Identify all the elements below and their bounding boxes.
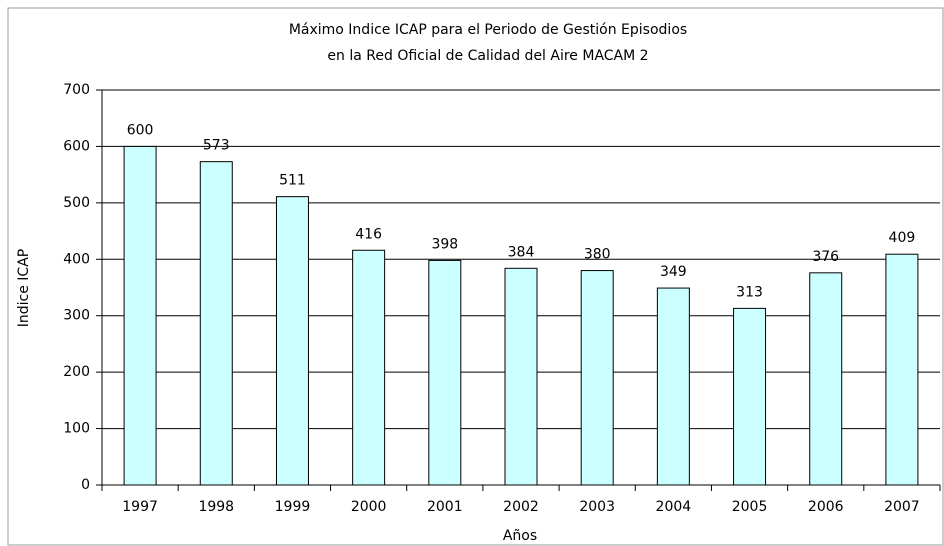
x-tick-label: 1998 <box>198 499 234 515</box>
y-tick-label: 100 <box>63 421 90 437</box>
x-tick-label: 2002 <box>503 499 539 515</box>
bar <box>199 161 233 486</box>
y-tick-label: 300 <box>63 308 90 324</box>
bar <box>275 196 309 486</box>
bar <box>809 272 843 486</box>
bar <box>428 259 462 486</box>
y-tick-label: 400 <box>63 251 90 267</box>
x-tick-label: 2000 <box>351 499 387 515</box>
x-tick-label: 2003 <box>579 499 615 515</box>
data-label: 349 <box>660 264 687 280</box>
data-label: 573 <box>203 138 230 154</box>
chart-title: en la Red Oficial de Calidad del Aire MA… <box>327 48 648 64</box>
y-axis-label: Indice ICAP <box>16 249 32 327</box>
bar <box>733 307 767 486</box>
data-label: 380 <box>584 247 611 263</box>
x-tick-label: 2005 <box>732 499 768 515</box>
bar <box>504 267 538 486</box>
data-label: 511 <box>279 173 306 189</box>
data-label: 600 <box>127 122 154 138</box>
bar <box>352 249 386 486</box>
y-tick-label: 600 <box>63 138 90 154</box>
data-label: 313 <box>736 284 763 300</box>
x-tick-label: 1999 <box>275 499 311 515</box>
chart-frame <box>7 7 944 546</box>
data-label: 384 <box>508 244 535 260</box>
bar <box>656 287 690 486</box>
x-tick-label: 1997 <box>122 499 158 515</box>
data-label: 376 <box>812 249 839 265</box>
y-tick-label: 0 <box>81 477 90 493</box>
y-tick-label: 500 <box>63 195 90 211</box>
y-tick-label: 200 <box>63 364 90 380</box>
y-tick-label: 700 <box>63 82 90 98</box>
data-label: 409 <box>889 230 916 246</box>
x-tick-label: 2001 <box>427 499 463 515</box>
x-axis-label: Años <box>503 528 537 544</box>
bar <box>885 253 919 486</box>
x-tick-label: 2006 <box>808 499 844 515</box>
bar <box>123 145 157 486</box>
data-label: 416 <box>355 226 382 242</box>
chart-title: Máximo Indice ICAP para el Periodo de Ge… <box>289 22 687 38</box>
bar <box>580 270 614 486</box>
data-label: 398 <box>431 236 458 252</box>
x-tick-label: 2004 <box>656 499 692 515</box>
x-tick-label: 2007 <box>884 499 920 515</box>
